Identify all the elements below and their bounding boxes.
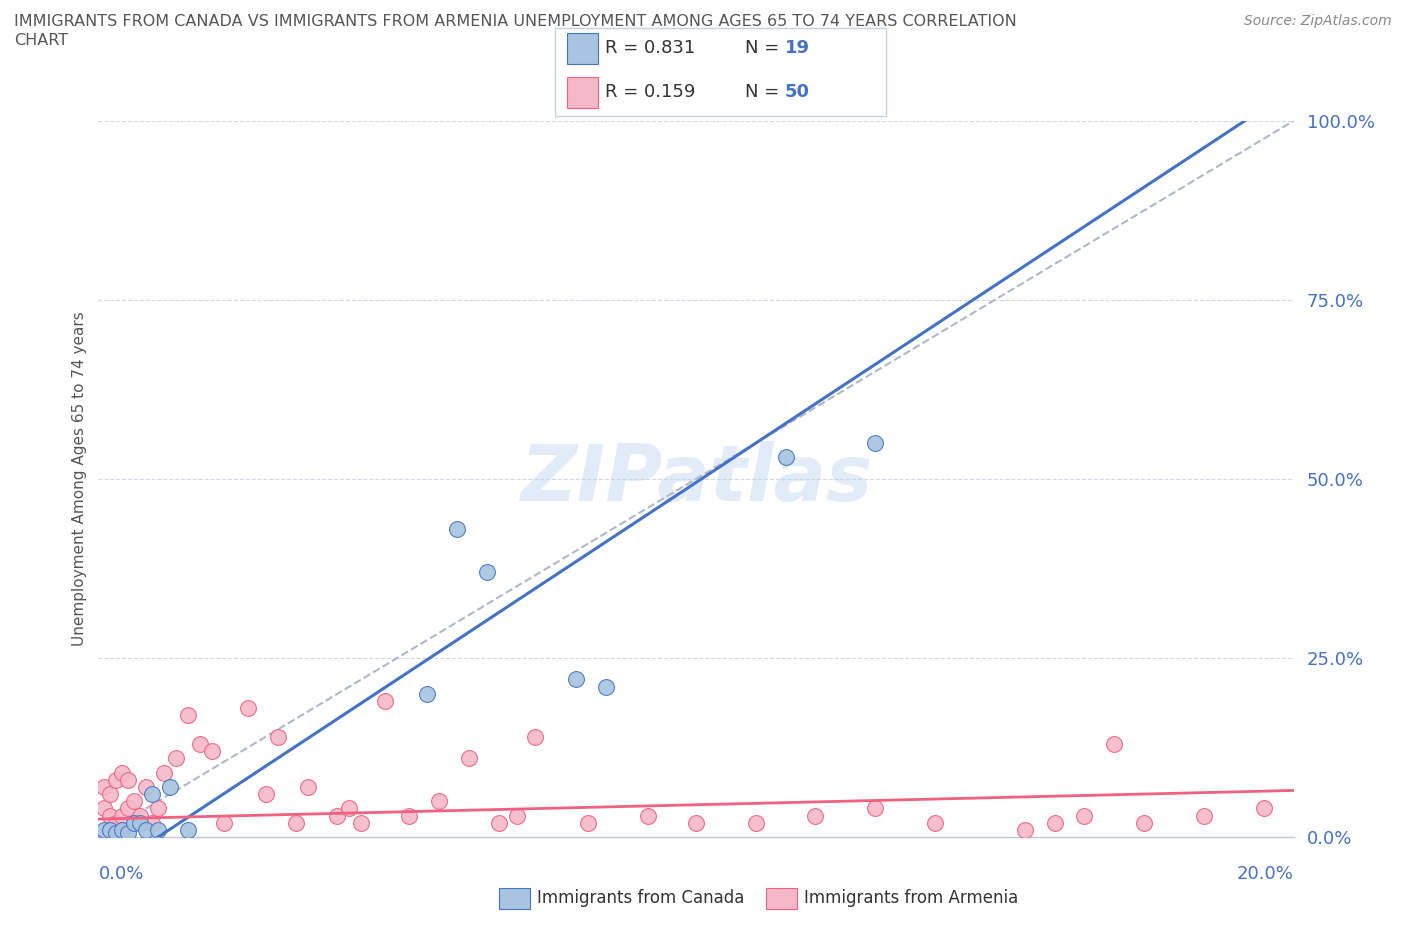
- Point: [297, 779, 319, 794]
- Point: [416, 686, 439, 701]
- Point: [578, 816, 600, 830]
- Point: [98, 822, 122, 837]
- Point: [458, 751, 481, 765]
- Point: [93, 779, 115, 794]
- Text: 0.0%: 0.0%: [98, 865, 143, 883]
- Point: [1073, 808, 1095, 823]
- Text: 50: 50: [785, 83, 810, 101]
- Text: R = 0.831: R = 0.831: [605, 39, 695, 57]
- Point: [1133, 816, 1156, 830]
- Point: [98, 808, 122, 823]
- Point: [117, 801, 139, 816]
- Text: Source: ZipAtlas.com: Source: ZipAtlas.com: [1244, 14, 1392, 28]
- Point: [153, 765, 176, 780]
- Point: [865, 435, 887, 450]
- Point: [506, 808, 529, 823]
- Point: [267, 729, 290, 744]
- Point: [148, 801, 170, 816]
- Point: [111, 822, 134, 837]
- Point: [93, 801, 115, 816]
- Text: 20.0%: 20.0%: [1237, 865, 1294, 883]
- Point: [117, 772, 139, 787]
- Point: [111, 808, 134, 823]
- Point: [188, 737, 211, 751]
- Point: [254, 787, 277, 802]
- Point: [141, 787, 163, 802]
- Point: [159, 779, 181, 794]
- Text: N =: N =: [745, 39, 785, 57]
- Point: [1192, 808, 1215, 823]
- Text: CHART: CHART: [14, 33, 67, 47]
- Point: [135, 779, 157, 794]
- Point: [177, 822, 200, 837]
- Point: [398, 808, 420, 823]
- Point: [865, 801, 887, 816]
- Point: [117, 826, 139, 841]
- Point: [475, 565, 498, 579]
- Point: [201, 744, 224, 759]
- Point: [129, 816, 152, 830]
- Text: Immigrants from Canada: Immigrants from Canada: [537, 889, 744, 908]
- Y-axis label: Unemployment Among Ages 65 to 74 years: Unemployment Among Ages 65 to 74 years: [72, 312, 87, 646]
- Text: N =: N =: [745, 83, 785, 101]
- Point: [565, 672, 588, 687]
- Text: IMMIGRANTS FROM CANADA VS IMMIGRANTS FROM ARMENIA UNEMPLOYMENT AMONG AGES 65 TO : IMMIGRANTS FROM CANADA VS IMMIGRANTS FRO…: [14, 14, 1017, 29]
- Point: [1253, 801, 1275, 816]
- Point: [148, 822, 170, 837]
- Point: [685, 816, 707, 830]
- Point: [924, 816, 946, 830]
- Point: [1014, 822, 1036, 837]
- Point: [212, 816, 235, 830]
- Point: [488, 816, 510, 830]
- Point: [326, 808, 349, 823]
- Point: [339, 801, 360, 816]
- Point: [165, 751, 187, 765]
- Point: [446, 522, 468, 537]
- Point: [124, 794, 146, 809]
- Point: [804, 808, 827, 823]
- Point: [775, 450, 797, 465]
- Point: [595, 679, 617, 694]
- Point: [177, 708, 200, 723]
- Text: R = 0.159: R = 0.159: [605, 83, 695, 101]
- Point: [1104, 737, 1126, 751]
- Point: [1043, 816, 1066, 830]
- Point: [135, 822, 157, 837]
- Point: [98, 787, 122, 802]
- Point: [284, 816, 307, 830]
- Point: [745, 816, 768, 830]
- Point: [523, 729, 546, 744]
- Point: [111, 765, 134, 780]
- Point: [105, 772, 128, 787]
- Point: [105, 816, 128, 830]
- Text: 19: 19: [785, 39, 810, 57]
- Point: [374, 694, 396, 709]
- Point: [350, 816, 373, 830]
- Point: [129, 808, 152, 823]
- Text: ZIPatlas: ZIPatlas: [520, 441, 872, 517]
- Point: [141, 816, 163, 830]
- Point: [93, 822, 115, 837]
- Point: [124, 816, 146, 830]
- Point: [427, 794, 450, 809]
- Point: [236, 700, 259, 715]
- Text: Immigrants from Armenia: Immigrants from Armenia: [804, 889, 1018, 908]
- Point: [637, 808, 659, 823]
- Point: [105, 826, 128, 841]
